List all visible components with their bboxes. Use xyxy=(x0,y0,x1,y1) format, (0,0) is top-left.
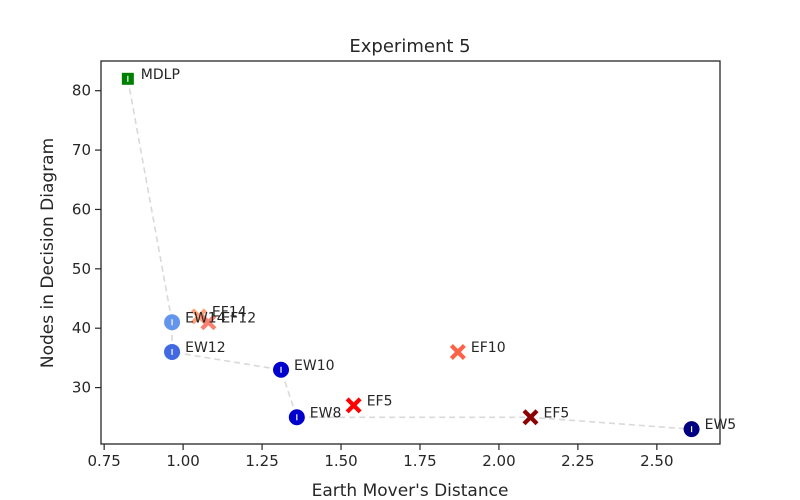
point-ef5-5 xyxy=(522,409,539,426)
x-tick-label-3: 1.50 xyxy=(324,452,357,470)
y-axis-ticks: 30 40 50 60 70 80 xyxy=(72,82,101,397)
frontier-layer xyxy=(127,78,692,430)
point-label-ef5-5: EF5 xyxy=(544,405,570,421)
x-tick-label-5: 2.00 xyxy=(482,452,515,470)
point-ef14-1 xyxy=(190,308,207,325)
point-ew8-9 xyxy=(288,409,305,426)
y-tick-label-3: 60 xyxy=(72,200,91,218)
point-label-ef5-4: EF5 xyxy=(367,393,393,409)
points-layer xyxy=(121,72,700,438)
point-label-ew8-9: EW8 xyxy=(310,405,342,421)
y-tick-label-2: 50 xyxy=(72,260,91,278)
point-ef5-4 xyxy=(345,397,362,414)
x-tick-label-1: 1.00 xyxy=(166,452,199,470)
y-tick-label-1: 40 xyxy=(72,319,91,337)
y-tick-label-4: 70 xyxy=(72,141,91,159)
point-ew12-7 xyxy=(164,343,181,360)
point-label-ef14-1: EF14 xyxy=(212,304,247,320)
point-mdlp-0 xyxy=(121,72,134,85)
point-ef10-3 xyxy=(449,343,466,360)
plot-frame xyxy=(100,60,721,445)
point-ew10-8 xyxy=(273,361,290,378)
x-tick-label-0: 0.75 xyxy=(87,452,120,470)
frontier-line xyxy=(127,78,692,430)
y-tick-label-5: 80 xyxy=(72,82,91,100)
chart-title: Experiment 5 xyxy=(349,36,470,57)
y-axis-label: Nodes in Decision Diagram xyxy=(38,138,58,368)
point-ew14-6 xyxy=(164,314,181,331)
x-tick-label-4: 1.75 xyxy=(403,452,436,470)
x-axis-ticks: 0.75 1.00 1.25 1.50 1.75 2.00 2.25 2.50 xyxy=(87,444,674,470)
y-tick-label-0: 30 xyxy=(72,379,91,397)
x-tick-label-2: 1.25 xyxy=(245,452,278,470)
x-tick-label-6: 2.25 xyxy=(561,452,594,470)
point-label-ef10-3: EF10 xyxy=(471,340,506,356)
point-ef12-2 xyxy=(200,314,217,331)
point-label-ew10-8: EW10 xyxy=(294,358,335,374)
point-label-ef12-2: EF12 xyxy=(221,310,256,326)
x-tick-label-7: 2.50 xyxy=(640,452,673,470)
point-ew5-10 xyxy=(683,421,700,438)
point-label-ew12-7: EW12 xyxy=(185,340,226,356)
point-label-ew14-6: EW14 xyxy=(185,310,226,326)
point-label-mdlp-0: MDLP xyxy=(141,67,180,83)
x-axis-label: Earth Mover's Distance xyxy=(312,481,509,500)
